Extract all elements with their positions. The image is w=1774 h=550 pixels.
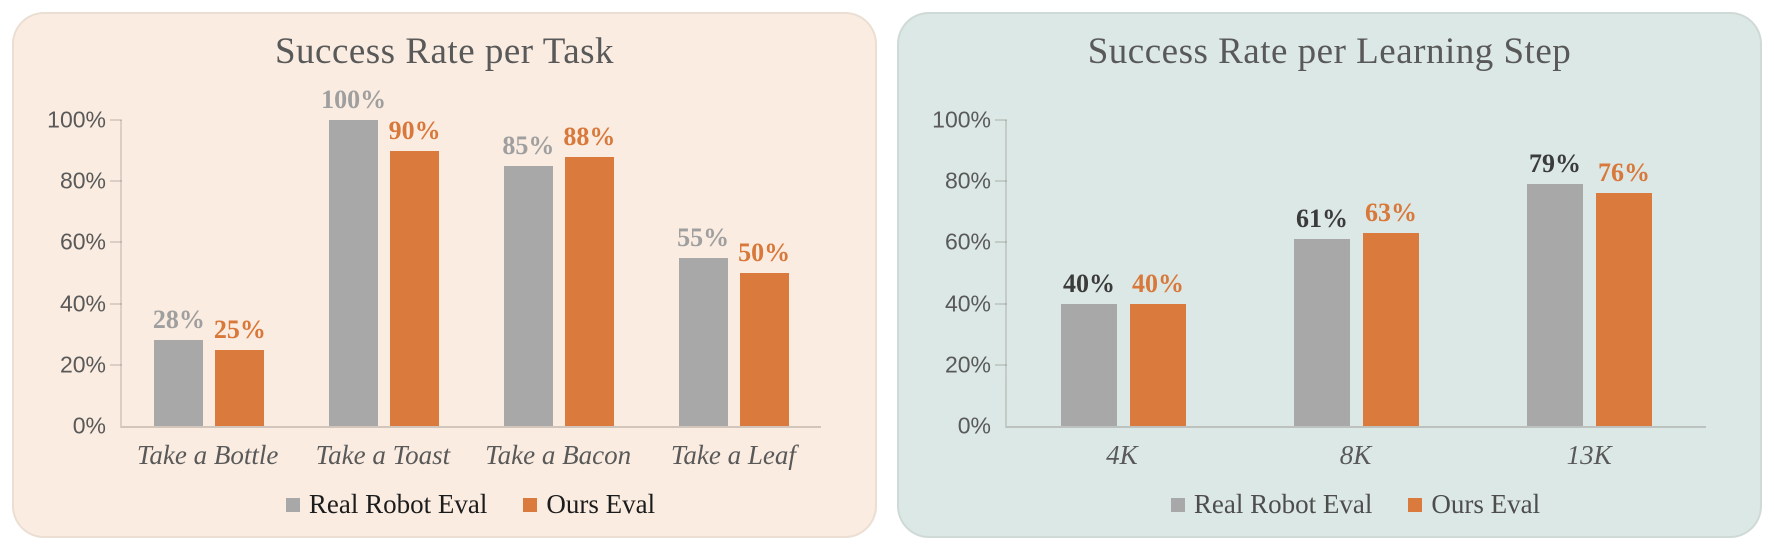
bar-value-label: 55% <box>677 222 730 252</box>
x-labels: 4K 8K 13K <box>1005 440 1706 471</box>
bar-value-label: 61% <box>1296 204 1348 234</box>
bar-group: 55% 50% <box>646 120 821 426</box>
bar-value-label: 63% <box>1365 198 1417 228</box>
legend-item-ours-eval: Ours Eval <box>1408 491 1540 518</box>
bar-ours-eval: 88% <box>563 123 615 426</box>
bar-real-robot-eval: 40% <box>1061 270 1117 426</box>
y-tick-label: 80% <box>944 167 991 194</box>
chart-panel-task: Success Rate per Task 0% 20% 40% 60% 80% 100%… <box>12 12 877 538</box>
bar-value-label: 85% <box>502 130 555 160</box>
bar-real-robot-eval: 79% <box>1527 151 1583 426</box>
bar-value-label: 100% <box>321 85 387 114</box>
y-axis-labels: 0% 20% 40% 60% 80% 100% <box>42 107 120 439</box>
bar-group: 79% 76% <box>1473 120 1706 426</box>
x-axis-label: 4K <box>1106 440 1138 470</box>
plot-area: 28% 25% 100% 90% 85% 88% 55% 50% <box>110 87 821 428</box>
y-tick-label: 100% <box>932 106 991 133</box>
bar-value-label: 76% <box>1598 158 1650 188</box>
y-tick-mark <box>995 302 1007 305</box>
bar-ours-eval: 76% <box>1596 160 1652 426</box>
bar-real-robot-eval: 100% <box>321 87 386 426</box>
y-tick-label: 40% <box>944 290 991 317</box>
x-axis-label: Take a Toast <box>315 440 451 470</box>
y-tick-mark <box>110 119 122 121</box>
bar-groups: 28% 25% 100% 90% 85% 88% 55% 50% <box>122 87 821 426</box>
bar-ours-eval: 90% <box>389 117 441 426</box>
bar-group: 40% 40% <box>1007 120 1240 426</box>
legend: Real Robot Eval Ours Eval <box>120 491 821 518</box>
legend: Real Robot Eval Ours Eval <box>1005 491 1706 518</box>
x-axis-label: Take a Bottle <box>136 440 279 470</box>
bar-real-robot-eval: 55% <box>677 224 729 426</box>
legend-label: Real Robot Eval <box>1193 489 1373 519</box>
y-tick-mark <box>995 119 1007 121</box>
bar-value-label: 88% <box>563 121 616 151</box>
y-tick-mark <box>110 241 122 244</box>
y-tick-label: 0% <box>72 412 106 439</box>
x-axis-label: Take a Bacon <box>485 440 632 470</box>
chart-panel-learning-step: Success Rate per Learning Step 0% 20% 40% 6… <box>897 12 1762 538</box>
bar-ours-eval: 50% <box>738 240 790 426</box>
x-labels: Take a Bottle Take a Toast Take a Bacon Tak… <box>120 440 821 471</box>
legend-label: Real Robot Eval <box>308 489 488 519</box>
legend-label: Ours Eval <box>1431 489 1541 519</box>
x-axis-label: Take a Leaf <box>670 440 796 470</box>
bar-value-label: 28% <box>152 305 205 335</box>
bar-ours-eval: 25% <box>214 316 266 426</box>
bar-value-label: 25% <box>213 314 266 344</box>
chart-title: Success Rate per Task <box>274 31 615 72</box>
bar-groups: 40% 40% 61% 63% 79% 76% <box>1007 120 1706 426</box>
y-tick-mark <box>995 363 1007 366</box>
bar-real-robot-eval: 85% <box>502 132 554 426</box>
legend-item-real-robot-eval: Real Robot Eval <box>1170 489 1373 519</box>
bar-group: 61% 63% <box>1240 120 1473 426</box>
y-tick-mark <box>110 180 122 183</box>
y-tick-label: 0% <box>957 412 991 439</box>
plot-area: 40% 40% 61% 63% 79% 76% <box>995 119 1706 428</box>
legend-swatch-icon <box>285 497 300 512</box>
y-tick-label: 80% <box>59 167 106 194</box>
bar-value-label: 40% <box>1132 268 1184 298</box>
x-axis-label: 8K <box>1339 440 1372 470</box>
bar-ours-eval: 63% <box>1363 200 1419 426</box>
x-axis-label: 13K <box>1566 440 1612 470</box>
y-tick-mark <box>110 363 122 366</box>
bar-group: 100% 90% <box>297 87 472 426</box>
bar-value-label: 90% <box>388 115 441 145</box>
y-tick-label: 40% <box>59 290 106 317</box>
y-tick-label: 20% <box>944 351 991 378</box>
y-tick-label: 60% <box>59 228 106 255</box>
bar-group: 28% 25% <box>122 120 297 426</box>
bar-real-robot-eval: 61% <box>1294 206 1350 426</box>
y-tick-mark <box>110 302 122 305</box>
y-tick-label: 60% <box>944 228 991 255</box>
chart-title: Success Rate per Learning Step <box>1087 31 1572 72</box>
y-tick-label: 20% <box>59 351 106 378</box>
legend-swatch-icon <box>1170 497 1185 512</box>
plot-main: 28% 25% 100% 90% 85% 88% 55% 50% Take a Bottle T… <box>110 87 821 518</box>
plot-wrap: 0% 20% 40% 60% 80% 100% 40% 40% 61% 63% 79% 76% 4K… <box>927 107 1732 518</box>
y-axis-labels: 0% 20% 40% 60% 80% 100% <box>927 107 1005 439</box>
legend-label: Ours Eval <box>546 489 656 519</box>
legend-item-ours-eval: Ours Eval <box>523 491 655 518</box>
bar-ours-eval: 40% <box>1130 270 1186 426</box>
bar-value-label: 50% <box>738 238 791 267</box>
plot-main: 40% 40% 61% 63% 79% 76% 4K 8K 13K Real Robot Ev… <box>995 119 1706 518</box>
plot-wrap: 0% 20% 40% 60% 80% 100% 28% 25% 100% 90% 85% 88% 55… <box>42 87 847 518</box>
y-tick-label: 100% <box>47 106 106 133</box>
y-tick-mark <box>995 180 1007 183</box>
bar-real-robot-eval: 28% <box>153 307 205 426</box>
y-tick-mark <box>995 241 1007 244</box>
legend-item-real-robot-eval: Real Robot Eval <box>285 489 488 519</box>
legend-swatch-icon <box>523 497 538 512</box>
legend-swatch-icon <box>1408 497 1423 512</box>
bar-group: 85% 88% <box>472 120 647 426</box>
bar-value-label: 79% <box>1529 149 1581 179</box>
bar-value-label: 40% <box>1063 268 1115 298</box>
